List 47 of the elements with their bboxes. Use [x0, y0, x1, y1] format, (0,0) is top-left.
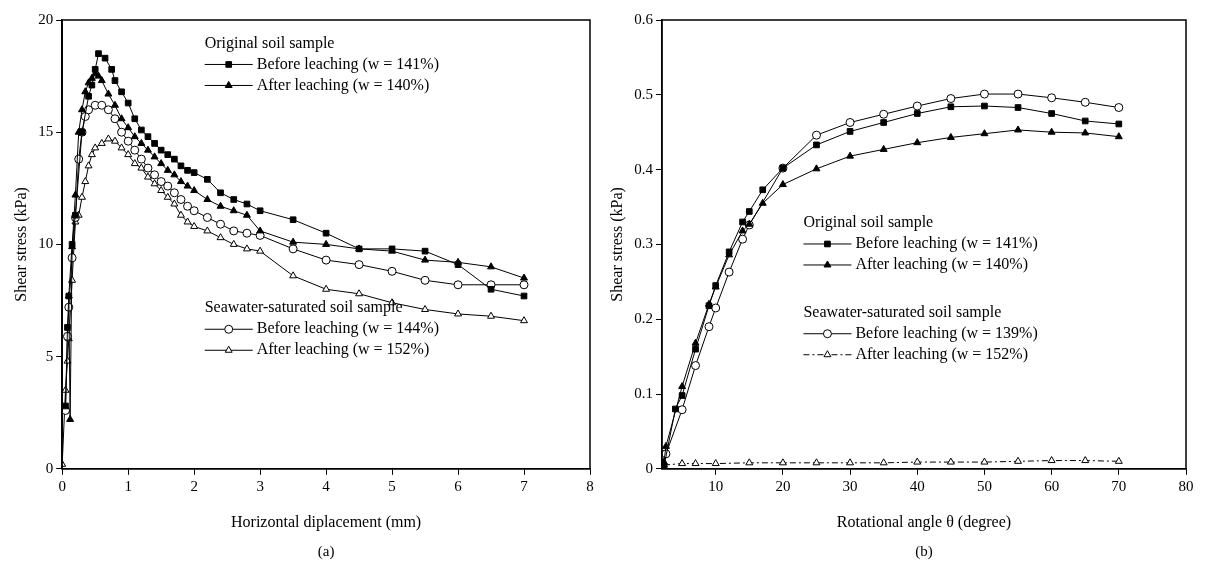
y-tick-label: 0.2	[634, 310, 653, 327]
x-tick-label: 8	[586, 477, 594, 494]
x-tick-label: 40	[909, 477, 925, 494]
x-tick-label: 2	[190, 477, 198, 494]
x-axis-title: Rotational angle θ (degree)	[836, 512, 1012, 531]
legend-label: Before leaching (w = 141%)	[256, 54, 439, 73]
y-tick-label: 0.6	[634, 10, 654, 27]
annotation: Seawater-saturated soil sample	[803, 302, 1002, 321]
x-tick-label: 5	[388, 477, 396, 494]
x-tick-label: 30	[842, 477, 858, 494]
legend-label: After leaching (w = 152%)	[855, 344, 1028, 363]
y-tick-label: 0.1	[634, 384, 653, 401]
legend-label: After leaching (w = 140%)	[855, 255, 1028, 274]
y-tick-label: 0	[645, 459, 653, 476]
x-tick-label: 4	[322, 477, 331, 494]
y-axis-title: Shear stress (kPa)	[607, 187, 626, 302]
x-tick-label: 80	[1178, 477, 1194, 494]
text: (a)	[317, 543, 335, 561]
y-tick-label: 0	[45, 459, 54, 476]
legend-label: Before leaching (w = 139%)	[855, 323, 1038, 342]
x-tick-label: 60	[1044, 477, 1060, 494]
y-tick-label: 5	[45, 347, 54, 364]
legend-label: Before leaching (w = 144%)	[256, 319, 439, 338]
y-tick-label: 0.3	[634, 235, 653, 252]
legend-label: After leaching (w = 140%)	[256, 75, 430, 94]
y-tick-label: 10	[38, 235, 54, 252]
x-tick-label: 7	[520, 477, 529, 494]
legend-label: After leaching (w = 152%)	[256, 340, 430, 359]
annotation: Seawater-saturated soil sample	[204, 298, 403, 317]
annotation: Original soil sample	[204, 33, 335, 52]
x-tick-label: 3	[256, 477, 264, 494]
x-tick-label: 20	[775, 477, 791, 494]
y-tick-label: 15	[38, 123, 54, 140]
x-tick-label: 50	[976, 477, 992, 494]
text: (b)	[915, 543, 933, 561]
x-tick-label: 70	[1111, 477, 1127, 494]
x-tick-label: 0	[58, 477, 66, 494]
x-tick-label: 10	[708, 477, 724, 494]
annotation: Original soil sample	[803, 213, 934, 232]
x-axis-title: Horizontal diplacement (mm)	[231, 512, 422, 531]
y-axis-title: Shear stress (kPa)	[11, 187, 30, 302]
y-tick-label: 20	[38, 10, 54, 27]
y-tick-label: 0.5	[634, 85, 653, 102]
x-tick-label: 1	[124, 477, 132, 494]
y-tick-label: 0.4	[634, 160, 654, 177]
x-tick-label: 6	[454, 477, 463, 494]
legend-label: Before leaching (w = 141%)	[855, 234, 1038, 253]
